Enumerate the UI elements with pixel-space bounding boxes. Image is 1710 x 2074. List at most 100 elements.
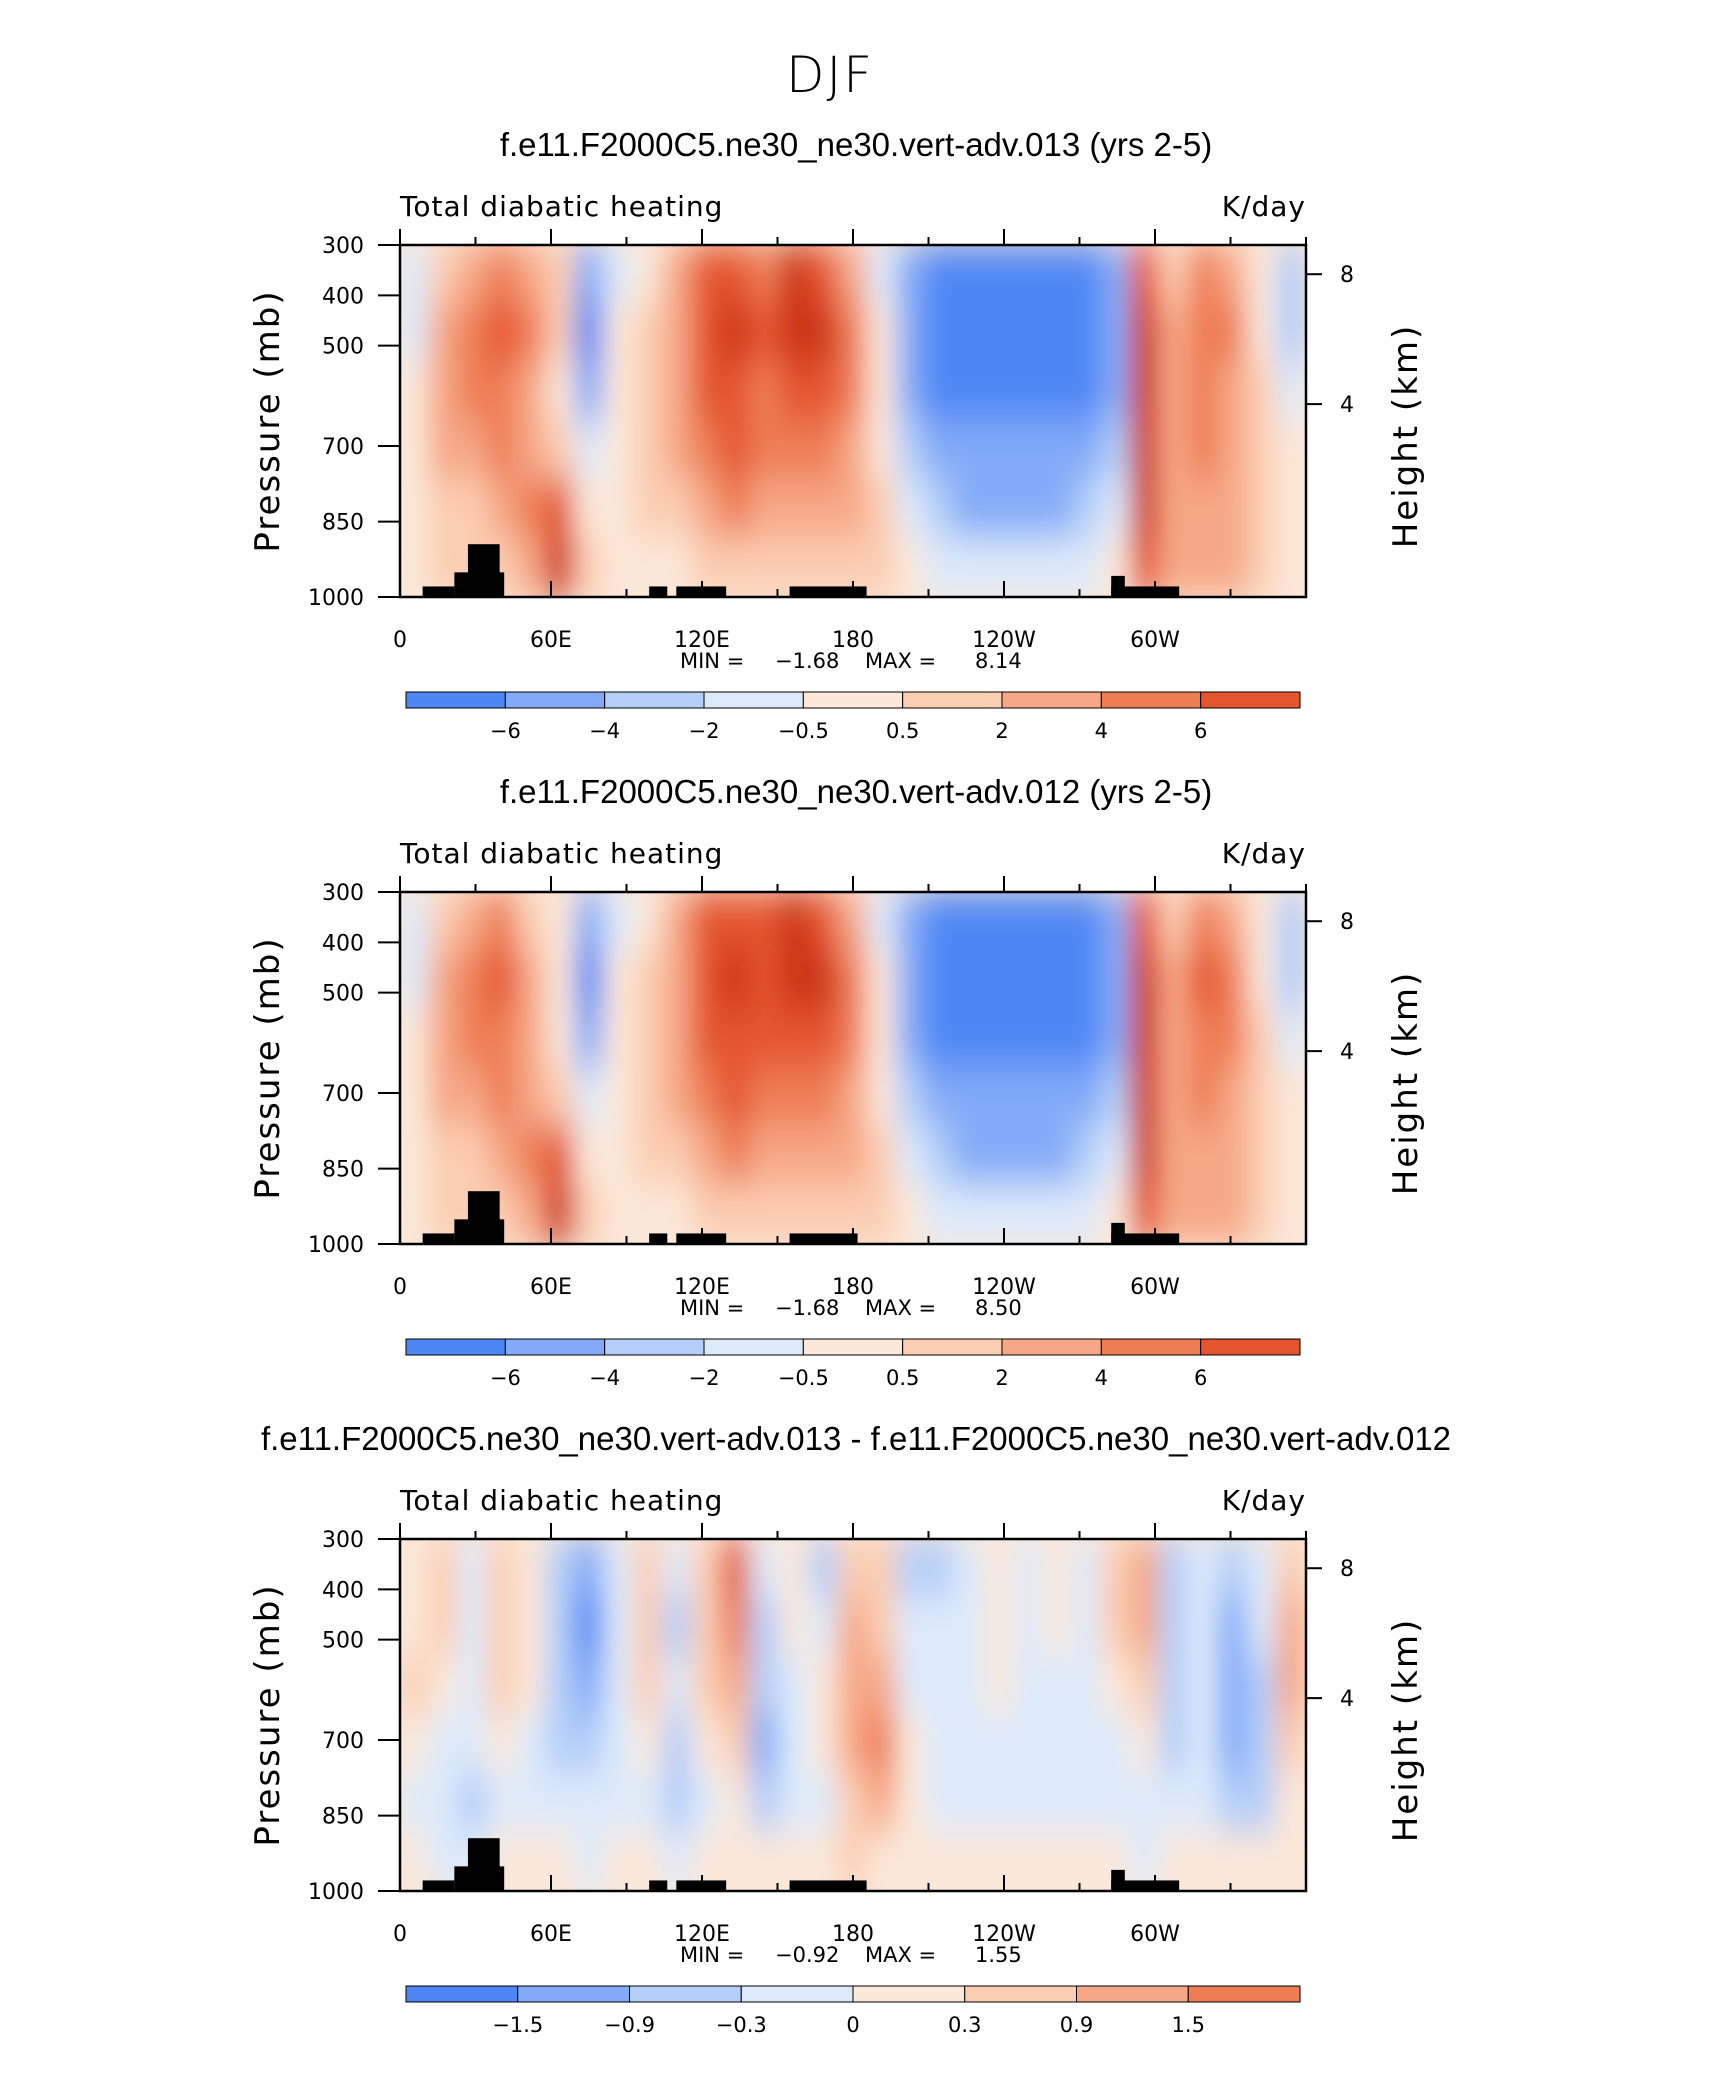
field-cell bbox=[603, 1596, 635, 1658]
field-cell bbox=[983, 245, 1015, 305]
field-cell bbox=[545, 949, 577, 1011]
y-tick-label: 850 bbox=[322, 1158, 364, 1183]
field-cell bbox=[895, 302, 928, 364]
field-cell bbox=[1158, 1125, 1191, 1187]
field-cell bbox=[749, 1067, 781, 1128]
topography-mask bbox=[649, 1233, 668, 1244]
field-cell bbox=[1246, 1831, 1278, 1891]
field-cell bbox=[1246, 1067, 1278, 1128]
field-cell bbox=[400, 1772, 431, 1834]
field-cell bbox=[1100, 420, 1132, 481]
colorbar-label: 4 bbox=[1095, 1366, 1108, 1390]
field-cell bbox=[1217, 1125, 1249, 1187]
field-cell bbox=[400, 1655, 431, 1716]
field-cell bbox=[1071, 302, 1103, 364]
field-cell bbox=[1041, 1655, 1074, 1716]
field-cell bbox=[866, 245, 898, 305]
field-cell bbox=[895, 537, 928, 597]
min-value: −0.92 bbox=[775, 1943, 839, 1967]
y-tick-label: 700 bbox=[322, 1082, 364, 1107]
field-cell bbox=[486, 1125, 518, 1187]
colorbar-label: 0.5 bbox=[886, 1366, 919, 1390]
field-cell bbox=[808, 1008, 840, 1069]
field-cell bbox=[1071, 1772, 1103, 1834]
max-label: MAX = bbox=[865, 1296, 936, 1320]
field-cell bbox=[720, 478, 752, 540]
field-cell bbox=[808, 1596, 840, 1658]
field-cell bbox=[515, 1655, 548, 1716]
field-cell bbox=[1188, 420, 1220, 481]
field-cell bbox=[1217, 1539, 1249, 1599]
field-cell bbox=[457, 949, 489, 1011]
colorbar-box bbox=[405, 1338, 506, 1356]
field-cell bbox=[925, 1714, 957, 1775]
y2-axis-title: Height (km) bbox=[1386, 971, 1426, 1196]
topography-mask bbox=[422, 586, 455, 597]
field-cell bbox=[662, 892, 694, 952]
field-cell bbox=[486, 420, 518, 481]
field-cell bbox=[895, 892, 928, 952]
field-cell bbox=[778, 1772, 811, 1834]
colorbar-box bbox=[504, 691, 606, 709]
colorbar-box bbox=[405, 691, 506, 709]
field-cell bbox=[400, 1714, 431, 1775]
colorbar-label: 4 bbox=[1095, 719, 1108, 743]
field-cell bbox=[720, 949, 752, 1011]
field-cell bbox=[662, 478, 694, 540]
colorbar-box bbox=[504, 1338, 606, 1356]
field-cell bbox=[778, 478, 811, 540]
topography-mask bbox=[789, 1233, 858, 1244]
field-cell bbox=[545, 1184, 577, 1244]
field-cell bbox=[808, 949, 840, 1011]
field-cell bbox=[1100, 361, 1132, 422]
field-cell bbox=[983, 420, 1015, 481]
field-cell bbox=[515, 1539, 548, 1599]
colorbar-box bbox=[703, 691, 804, 709]
field-cell bbox=[574, 1008, 606, 1069]
field-cell bbox=[1217, 1184, 1249, 1244]
field-cell bbox=[925, 420, 957, 481]
colorbar-label: 6 bbox=[1194, 719, 1207, 743]
panel-title: f.e11.F2000C5.ne30_ne30.vert-adv.013 (yr… bbox=[500, 126, 1212, 163]
colorbar-box bbox=[604, 691, 705, 709]
field-cell bbox=[1275, 1008, 1306, 1069]
field-cell bbox=[486, 1714, 518, 1775]
field-cell bbox=[808, 420, 840, 481]
field-cell bbox=[457, 1655, 489, 1716]
field-cell bbox=[808, 478, 840, 540]
field-cell bbox=[1275, 949, 1306, 1011]
field-cell bbox=[895, 245, 928, 305]
y-tick-label: 300 bbox=[322, 881, 364, 906]
field-cell bbox=[486, 361, 518, 422]
field-cell bbox=[954, 1831, 986, 1891]
y-tick-label: 850 bbox=[322, 1805, 364, 1830]
y-tick-label: 700 bbox=[322, 1729, 364, 1754]
field-cell bbox=[1041, 949, 1074, 1011]
colorbar-box bbox=[1200, 691, 1301, 709]
field-cell bbox=[954, 949, 986, 1011]
colorbar-label: 0 bbox=[846, 2013, 859, 2037]
field-cell bbox=[1217, 1772, 1249, 1834]
field-cell bbox=[428, 1714, 460, 1775]
field-cell bbox=[1188, 1772, 1220, 1834]
colorbar-label: −1.5 bbox=[492, 2013, 543, 2037]
field-cell bbox=[515, 361, 548, 422]
field-cell bbox=[1275, 1655, 1306, 1716]
field-cell bbox=[895, 949, 928, 1011]
field-cell bbox=[1071, 1714, 1103, 1775]
field-cell bbox=[866, 1539, 898, 1599]
field-cell bbox=[428, 949, 460, 1011]
field-cell bbox=[925, 1655, 957, 1716]
field-cell bbox=[778, 1067, 811, 1128]
field-cell bbox=[486, 1539, 518, 1599]
colorbar-box bbox=[1200, 1338, 1301, 1356]
field-cell bbox=[808, 1067, 840, 1128]
y-axis-title: Pressure (mb) bbox=[248, 936, 288, 1199]
field-cell bbox=[749, 1184, 781, 1244]
field-cell bbox=[1071, 1539, 1103, 1599]
field-cell bbox=[808, 245, 840, 305]
field-cell bbox=[720, 245, 752, 305]
field-cell bbox=[1158, 302, 1191, 364]
field-cell bbox=[632, 1539, 665, 1599]
field-cell bbox=[895, 1831, 928, 1891]
